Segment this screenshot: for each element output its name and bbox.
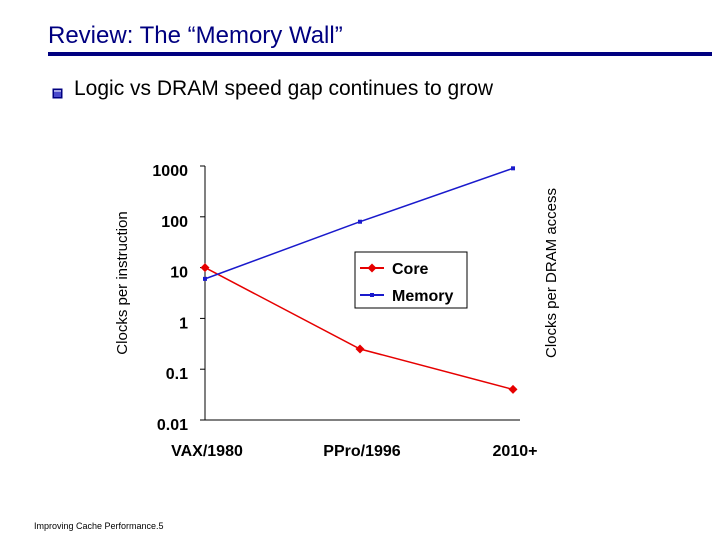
data-point-memory: [358, 219, 362, 224]
legend-memory-label: Memory: [392, 288, 453, 305]
y-tick-label: 10: [170, 265, 188, 282]
slide-title: Review: The “Memory Wall”: [48, 22, 343, 49]
data-point-core: [355, 344, 365, 354]
y-tick-label: 0.01: [157, 417, 188, 434]
y2-axis-title: Clocks per DRAM access: [543, 188, 560, 358]
y-tick-label: 100: [161, 214, 188, 231]
title-underline: [48, 52, 712, 56]
legend-memory-marker: [370, 293, 374, 297]
legend-core-label: Core: [392, 261, 429, 278]
bullet-text: Logic vs DRAM speed gap continues to gro…: [74, 77, 494, 100]
data-point-core: [508, 384, 518, 394]
legend-box: [354, 251, 468, 309]
data-point-memory: [511, 166, 515, 171]
legend-core-marker: [367, 263, 377, 273]
x-tick-label: 2010+: [493, 443, 538, 460]
data-point-core: [200, 263, 210, 273]
x-tick-label: VAX/1980: [171, 443, 243, 460]
y-tick-label: 0.1: [166, 366, 188, 383]
y-tick-label: 1000: [152, 163, 188, 180]
data-point-memory: [203, 276, 207, 281]
bullet-icon: [52, 88, 63, 99]
x-tick-label: PPro/1996: [323, 443, 400, 460]
chart-legend: Core Memory: [354, 251, 468, 309]
y-axis-title: Clocks per instruction: [114, 211, 131, 354]
slide-footer: Improving Cache Performance.5: [34, 521, 164, 531]
y-tick-label: 1: [179, 315, 188, 332]
